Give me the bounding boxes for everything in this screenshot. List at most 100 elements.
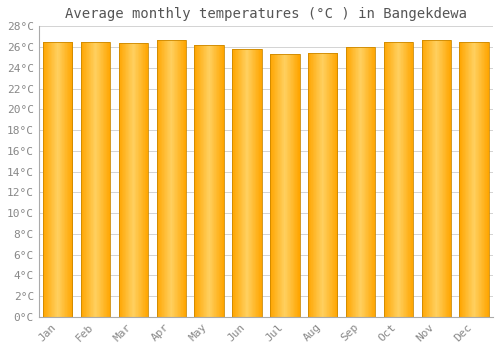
Bar <box>47 42 48 317</box>
Bar <box>214 45 215 317</box>
Bar <box>253 49 254 317</box>
Bar <box>100 42 101 317</box>
Bar <box>211 45 212 317</box>
Bar <box>441 40 442 317</box>
Bar <box>68 42 69 317</box>
Bar <box>59 42 60 317</box>
Bar <box>130 43 131 317</box>
Bar <box>270 54 272 317</box>
Bar <box>427 40 428 317</box>
Bar <box>175 40 176 317</box>
Bar <box>474 42 476 317</box>
Bar <box>361 47 362 317</box>
Bar <box>409 42 410 317</box>
Bar <box>180 40 181 317</box>
Bar <box>445 40 446 317</box>
Bar <box>54 42 55 317</box>
Bar <box>362 47 363 317</box>
Bar <box>86 42 87 317</box>
Bar <box>203 45 204 317</box>
Bar <box>122 43 123 317</box>
Bar <box>245 49 246 317</box>
Bar <box>138 43 139 317</box>
Bar <box>368 47 369 317</box>
Bar <box>374 47 376 317</box>
Bar <box>291 54 292 317</box>
Bar <box>469 42 470 317</box>
Bar <box>210 45 211 317</box>
Bar <box>460 42 489 317</box>
Bar <box>358 47 359 317</box>
Bar <box>292 54 293 317</box>
Bar <box>425 40 426 317</box>
Bar <box>462 42 463 317</box>
Bar <box>352 47 353 317</box>
Bar <box>237 49 238 317</box>
Bar <box>66 42 67 317</box>
Bar <box>134 43 136 317</box>
Bar <box>351 47 352 317</box>
Bar <box>476 42 477 317</box>
Bar <box>290 54 291 317</box>
Bar <box>395 42 396 317</box>
Bar <box>314 53 315 317</box>
Bar <box>259 49 260 317</box>
Bar <box>410 42 411 317</box>
Bar <box>477 42 478 317</box>
Bar <box>473 42 474 317</box>
Bar <box>64 42 65 317</box>
Bar <box>238 49 240 317</box>
Bar <box>99 42 100 317</box>
Bar <box>347 47 348 317</box>
Bar <box>217 45 218 317</box>
Bar <box>309 53 310 317</box>
Bar <box>136 43 137 317</box>
Bar <box>486 42 487 317</box>
Bar <box>183 40 184 317</box>
Bar <box>346 47 376 317</box>
Bar <box>360 47 361 317</box>
Bar <box>120 43 121 317</box>
Bar <box>398 42 399 317</box>
Bar <box>363 47 364 317</box>
Bar <box>447 40 448 317</box>
Bar <box>336 53 337 317</box>
Bar <box>328 53 329 317</box>
Bar <box>93 42 94 317</box>
Bar <box>335 53 336 317</box>
Bar <box>299 54 300 317</box>
Bar <box>280 54 281 317</box>
Bar <box>55 42 56 317</box>
Bar <box>125 43 126 317</box>
Bar <box>209 45 210 317</box>
Bar <box>250 49 251 317</box>
Bar <box>249 49 250 317</box>
Bar <box>160 40 162 317</box>
Bar <box>142 43 143 317</box>
Bar <box>315 53 316 317</box>
Bar <box>48 42 49 317</box>
Bar <box>408 42 409 317</box>
Bar <box>44 42 46 317</box>
Bar <box>167 40 168 317</box>
Bar <box>180 40 182 317</box>
Bar <box>406 42 408 317</box>
Bar <box>373 47 374 317</box>
Bar <box>131 43 132 317</box>
Bar <box>329 53 330 317</box>
Bar <box>369 47 370 317</box>
Bar <box>57 42 58 317</box>
Bar <box>257 49 258 317</box>
Bar <box>104 42 105 317</box>
Bar <box>460 42 461 317</box>
Bar <box>279 54 280 317</box>
Bar <box>204 45 205 317</box>
Bar <box>96 42 97 317</box>
Bar <box>346 47 347 317</box>
Bar <box>50 42 51 317</box>
Bar <box>196 45 197 317</box>
Bar <box>182 40 183 317</box>
Bar <box>162 40 163 317</box>
Bar <box>470 42 471 317</box>
Bar <box>219 45 220 317</box>
